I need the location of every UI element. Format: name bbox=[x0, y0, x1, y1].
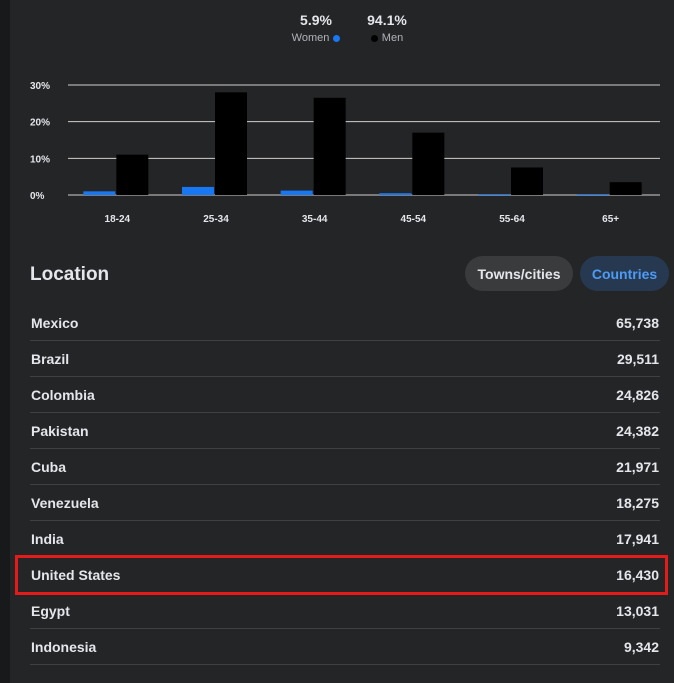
x-tick-label: 18-24 bbox=[105, 214, 131, 225]
bar-men bbox=[116, 154, 149, 195]
bar-men bbox=[511, 167, 543, 195]
table-row: Brazil 29,511 bbox=[30, 341, 660, 377]
country-name: Indonesia bbox=[31, 638, 97, 655]
table-row: Mexico 65,738 bbox=[30, 305, 660, 341]
location-list: Mexico 65,738 Brazil 29,511 Colombia 24,… bbox=[15, 305, 668, 665]
x-tick-label: 65+ bbox=[602, 214, 619, 225]
location-header: Location Towns/cities Countries bbox=[30, 256, 674, 296]
men-dot-icon bbox=[370, 34, 378, 42]
bar-men bbox=[215, 92, 247, 195]
men-summary: 94.1% Men bbox=[352, 12, 422, 44]
bar-men bbox=[412, 132, 445, 195]
country-value: 13,031 bbox=[616, 602, 659, 619]
bar-men bbox=[313, 97, 346, 195]
table-row-highlighted: United States 16,430 bbox=[15, 555, 668, 595]
bar-women bbox=[379, 193, 412, 195]
men-percent: 94.1% bbox=[367, 12, 407, 28]
country-value: 9,342 bbox=[623, 638, 659, 655]
y-tick-label: 0% bbox=[30, 191, 45, 202]
country-value: 21,971 bbox=[616, 458, 659, 475]
country-value: 16,430 bbox=[616, 566, 659, 583]
x-tick-label: 35-44 bbox=[302, 214, 328, 225]
left-edge-strip bbox=[0, 0, 10, 683]
bar-women bbox=[280, 190, 313, 195]
country-value: 24,826 bbox=[616, 386, 659, 403]
country-value: 29,511 bbox=[616, 350, 659, 367]
y-tick-label: 20% bbox=[30, 118, 50, 129]
women-label: Women bbox=[291, 32, 330, 44]
bar-men bbox=[609, 182, 642, 195]
table-row: Venezuela 18,275 bbox=[30, 485, 660, 521]
country-name: Cuba bbox=[31, 458, 66, 475]
bar-women bbox=[182, 186, 214, 195]
table-row: Colombia 24,826 bbox=[30, 377, 660, 413]
country-name: Brazil bbox=[31, 350, 70, 367]
country-name: Egypt bbox=[31, 602, 70, 619]
women-percent: 5.9% bbox=[300, 12, 332, 28]
men-label: Men bbox=[381, 32, 404, 44]
y-tick-label: 10% bbox=[30, 154, 50, 165]
y-tick-label: 30% bbox=[30, 81, 50, 92]
country-name: Mexico bbox=[31, 314, 79, 331]
country-value: 17,941 bbox=[616, 530, 659, 547]
table-row: Indonesia 9,342 bbox=[30, 629, 660, 665]
women-dot-icon bbox=[333, 34, 341, 42]
x-tick-label: 25-34 bbox=[203, 214, 229, 225]
countries-button[interactable]: Countries bbox=[580, 256, 669, 291]
country-name: India bbox=[31, 530, 64, 547]
age-gender-chart: 0% 10% 20% 30% 18-24 25-34 35-44 45-54 55-64 65+ bbox=[30, 81, 660, 225]
gender-summary: 5.9% Women 94.1% Men bbox=[0, 12, 674, 52]
x-tick-label: 45-54 bbox=[401, 214, 427, 225]
bar-women bbox=[83, 191, 116, 195]
table-row: Egypt 13,031 bbox=[30, 593, 660, 629]
table-row: India 17,941 bbox=[30, 521, 660, 557]
table-row: Pakistan 24,382 bbox=[30, 413, 660, 449]
towns-cities-button[interactable]: Towns/cities bbox=[465, 256, 573, 291]
men-legend: Men bbox=[352, 32, 422, 44]
table-row: Cuba 21,971 bbox=[30, 449, 660, 485]
country-name: Colombia bbox=[31, 386, 95, 403]
country-value: 65,738 bbox=[616, 314, 659, 331]
bar-women bbox=[576, 194, 609, 195]
country-name: Venezuela bbox=[31, 494, 99, 511]
country-value: 18,275 bbox=[616, 494, 659, 511]
women-summary: 5.9% Women bbox=[276, 12, 356, 44]
country-name: United States bbox=[31, 566, 121, 583]
country-name: Pakistan bbox=[31, 422, 89, 439]
location-title: Location bbox=[30, 264, 110, 285]
women-legend: Women bbox=[276, 32, 356, 44]
x-tick-label: 55-64 bbox=[499, 214, 525, 225]
bar-women bbox=[478, 194, 510, 195]
country-value: 24,382 bbox=[616, 422, 659, 439]
